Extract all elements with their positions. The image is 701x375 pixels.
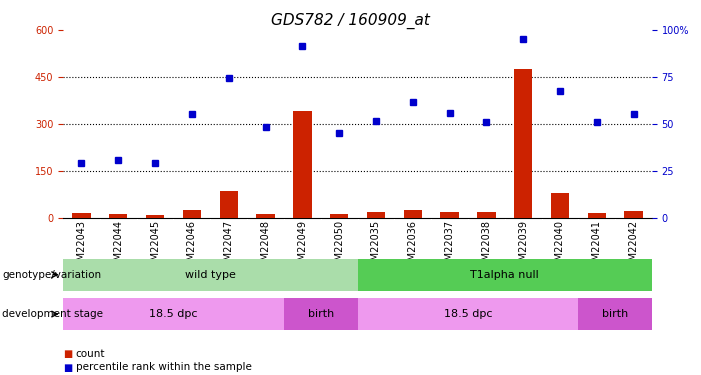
Bar	[514, 69, 532, 218]
Text: 18.5 dpc: 18.5 dpc	[444, 309, 492, 319]
Text: count: count	[76, 350, 105, 359]
Bar	[257, 214, 275, 217]
Bar	[367, 212, 385, 217]
Text: ■: ■	[63, 350, 72, 359]
Bar	[587, 213, 606, 217]
Bar	[146, 215, 164, 217]
Text: wild type: wild type	[185, 270, 236, 280]
Text: 18.5 dpc: 18.5 dpc	[149, 309, 198, 319]
Text: ■: ■	[63, 363, 72, 372]
Bar	[440, 212, 458, 217]
Bar	[183, 210, 201, 218]
Bar	[72, 213, 90, 217]
Text: birth: birth	[602, 309, 628, 319]
Text: percentile rank within the sample: percentile rank within the sample	[76, 363, 252, 372]
Bar	[293, 111, 311, 218]
Bar	[625, 211, 643, 217]
Bar	[109, 214, 128, 217]
Text: genotype/variation: genotype/variation	[2, 270, 101, 280]
Bar	[330, 214, 348, 217]
Text: GDS782 / 160909_at: GDS782 / 160909_at	[271, 13, 430, 29]
Text: development stage: development stage	[2, 309, 103, 319]
Bar	[551, 192, 569, 217]
Text: birth: birth	[308, 309, 334, 319]
Bar	[404, 210, 422, 218]
Bar	[219, 191, 238, 217]
Bar	[477, 212, 496, 217]
Text: T1alpha null: T1alpha null	[470, 270, 539, 280]
